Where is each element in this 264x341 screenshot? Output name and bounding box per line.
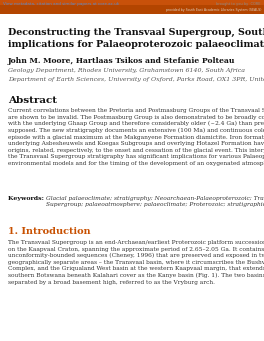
Text: 1. Introduction: 1. Introduction — [8, 227, 91, 236]
Text: provided by South East Academic Libraries System (SEALS): provided by South East Academic Librarie… — [166, 8, 261, 12]
Bar — [0, 5, 264, 14]
Text: View metadata, citation and similar papers at core.ac.uk: View metadata, citation and similar pape… — [3, 1, 119, 5]
Text: Department of Earth Sciences, University of Oxford, Parks Road, OX1 3PR, United : Department of Earth Sciences, University… — [8, 77, 264, 82]
Text: Current correlations between the Pretoria and Postmasburg Groups of the Transvaa: Current correlations between the Pretori… — [8, 108, 264, 166]
Text: John M. Moore, Hartlaas Tsikos and Stefanie Polteau: John M. Moore, Hartlaas Tsikos and Stefa… — [8, 57, 235, 65]
Text: Abstract: Abstract — [8, 96, 57, 105]
Text: brought to you by  CORE: brought to you by CORE — [216, 1, 261, 5]
Text: The Transvaal Supergroup is an end-Archaean/earliest Proterozoic platform succes: The Transvaal Supergroup is an end-Archa… — [8, 240, 264, 285]
Text: Glacial palaeoclimate; stratigraphy; Neoarchaean-Palaeoproterozoic; Transvaal
Su: Glacial palaeoclimate; stratigraphy; Neo… — [46, 196, 264, 207]
Bar — [0, 0, 264, 5]
Text: Keywords:: Keywords: — [8, 196, 46, 201]
Text: Geology Department, Rhodes University, Grahamstown 6140, South Africa: Geology Department, Rhodes University, G… — [8, 68, 245, 73]
Text: Deconstructing the Transvaal Supergroup, South Africa:
implications for Palaeopr: Deconstructing the Transvaal Supergroup,… — [8, 28, 264, 49]
